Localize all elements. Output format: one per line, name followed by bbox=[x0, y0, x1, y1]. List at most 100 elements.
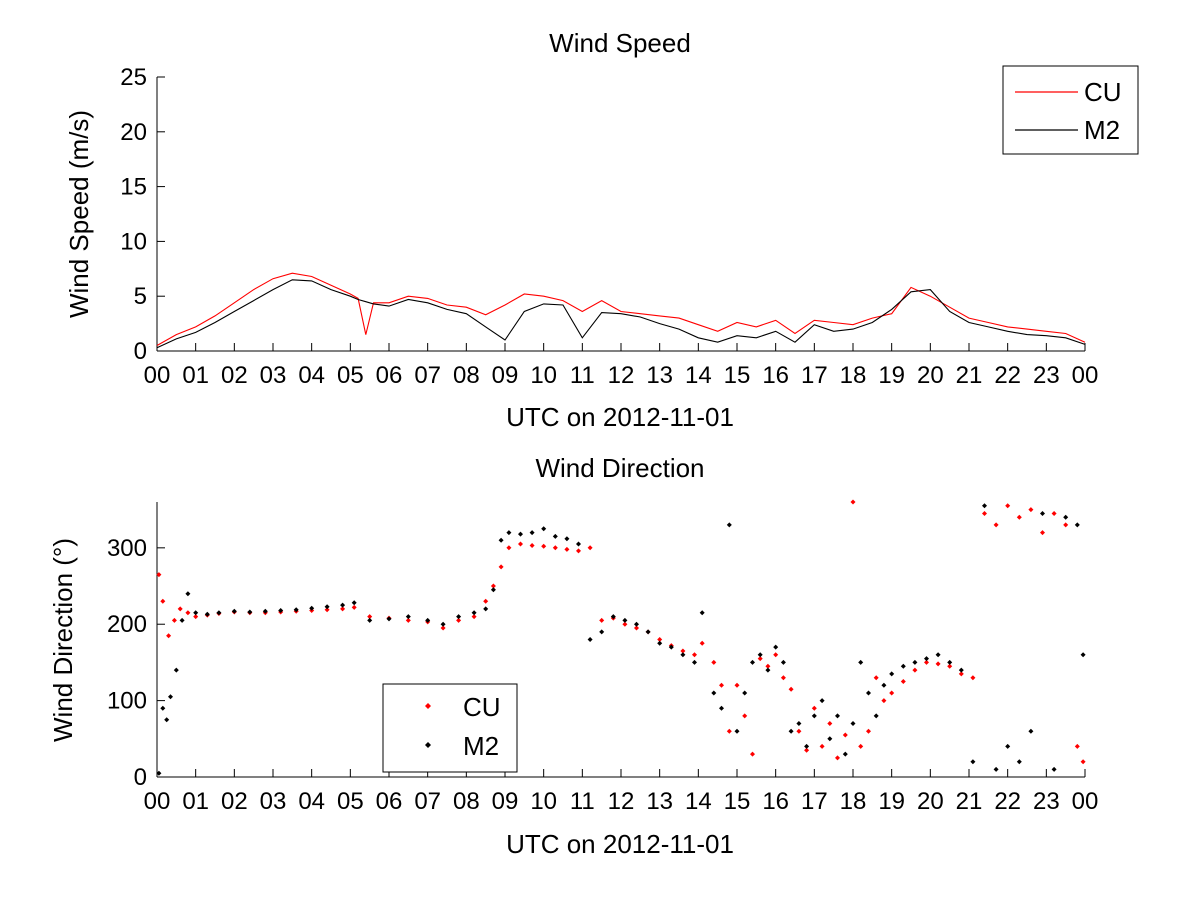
wind-direction-point-m2 bbox=[564, 536, 570, 542]
wind-direction-point-cu bbox=[858, 743, 864, 749]
wind-direction-point-cu bbox=[1040, 530, 1045, 536]
wind-direction-x-tick-label: 08 bbox=[453, 788, 480, 815]
wind-direction-point-m2 bbox=[456, 614, 462, 620]
wind-direction-point-m2 bbox=[765, 667, 771, 673]
wind-direction-x-tick-label: 06 bbox=[376, 788, 403, 815]
wind-direction-x-tick-label: 12 bbox=[608, 788, 635, 815]
wind-speed-x-tick-label: 00 bbox=[144, 362, 171, 389]
wind-direction-point-m2 bbox=[804, 743, 810, 749]
wind-speed-x-tick-label: 21 bbox=[956, 362, 983, 389]
wind-direction-x-tick-label: 02 bbox=[221, 788, 248, 815]
wind-direction-point-cu bbox=[657, 637, 663, 642]
wind-direction-point-m2 bbox=[680, 652, 686, 658]
wind-direction-point-m2 bbox=[742, 690, 748, 696]
wind-speed-x-tick-label: 17 bbox=[801, 362, 828, 389]
wind-direction-point-cu bbox=[842, 732, 848, 738]
wind-speed-legend: CU M2 bbox=[1002, 65, 1139, 155]
wind-direction-title: Wind Direction bbox=[535, 453, 704, 483]
wind-direction-point-cu bbox=[881, 698, 887, 704]
wind-direction-point-cu bbox=[506, 545, 512, 551]
wind-speed-panel: Wind Speed Wind Speed (m/s) UTC on 2012-… bbox=[64, 28, 1139, 432]
wind-direction-x-tick-label: 15 bbox=[724, 788, 751, 815]
wind-direction-x-tick-label: 20 bbox=[917, 788, 944, 815]
wind-direction-point-m2 bbox=[873, 713, 879, 719]
wind-direction-point-cu bbox=[587, 545, 593, 551]
wind-direction-point-m2 bbox=[827, 736, 833, 742]
wind-direction-point-cu bbox=[773, 652, 779, 658]
wind-direction-point-m2 bbox=[160, 705, 166, 711]
wind-direction-legend-marker-cu bbox=[425, 703, 431, 709]
wind-speed-x-tick-label: 23 bbox=[1033, 362, 1060, 389]
wind-speed-x-tick-label: 05 bbox=[337, 362, 364, 389]
wind-direction-legend-box bbox=[382, 683, 518, 773]
wind-direction-point-m2 bbox=[734, 728, 740, 734]
wind-direction-point-m2 bbox=[773, 644, 779, 650]
wind-direction-point-m2 bbox=[1051, 766, 1057, 772]
wind-direction-point-cu bbox=[518, 541, 523, 547]
wind-direction-point-m2 bbox=[900, 663, 906, 669]
wind-direction-point-cu bbox=[819, 743, 825, 749]
wind-direction-point-cu bbox=[726, 728, 732, 734]
wind-direction-point-cu bbox=[757, 656, 763, 662]
wind-speed-x-tick-label: 03 bbox=[260, 362, 287, 389]
wind-direction-point-cu bbox=[680, 648, 686, 654]
wind-direction-point-cu bbox=[177, 606, 183, 612]
wind-direction-point-m2 bbox=[262, 608, 268, 614]
wind-speed-x-tick-label: 00 bbox=[1072, 362, 1099, 389]
wind-direction-point-cu bbox=[734, 682, 740, 688]
wind-direction-point-cu bbox=[599, 617, 605, 623]
wind-direction-y-tick-label: 0 bbox=[134, 764, 147, 791]
wind-direction-point-cu bbox=[912, 667, 918, 673]
wind-direction-point-m2 bbox=[405, 614, 411, 620]
wind-direction-ylabel: Wind Direction (°) bbox=[48, 538, 78, 742]
wind-direction-x-tick-label: 22 bbox=[994, 788, 1021, 815]
wind-direction-point-m2 bbox=[757, 652, 763, 658]
wind-direction-point-cu bbox=[1051, 511, 1057, 516]
wind-direction-point-cu bbox=[552, 545, 558, 551]
wind-direction-point-m2 bbox=[216, 610, 222, 616]
wind-direction-point-cu bbox=[811, 705, 817, 711]
wind-direction-point-m2 bbox=[780, 659, 786, 665]
wind-direction-point-cu bbox=[947, 663, 953, 669]
wind-direction-legend-label-m2: M2 bbox=[463, 731, 499, 761]
wind-direction-point-cu bbox=[889, 690, 895, 696]
wind-direction-point-m2 bbox=[881, 682, 887, 688]
wind-direction-point-m2 bbox=[173, 667, 179, 673]
wind-direction-point-cu bbox=[958, 671, 964, 677]
wind-direction-point-m2 bbox=[970, 759, 976, 765]
wind-speed-legend-label-m2: M2 bbox=[1084, 115, 1120, 145]
wind-direction-point-cu bbox=[993, 522, 999, 528]
wind-direction-x-tick-label: 10 bbox=[530, 788, 557, 815]
wind-direction-point-m2 bbox=[719, 705, 724, 711]
wind-direction-x-tick-label: 01 bbox=[182, 788, 209, 815]
wind-direction-point-m2 bbox=[835, 713, 840, 719]
wind-direction-point-m2 bbox=[156, 770, 162, 776]
wind-speed-ylabel: Wind Speed (m/s) bbox=[64, 110, 94, 318]
wind-direction-point-cu bbox=[490, 583, 496, 589]
wind-direction-point-m2 bbox=[231, 608, 237, 614]
wind-speed-xlabel: UTC on 2012-11-01 bbox=[506, 402, 734, 432]
wind-direction-point-cu bbox=[699, 640, 705, 646]
wind-direction-point-m2 bbox=[518, 531, 523, 537]
wind-direction-point-m2 bbox=[796, 721, 802, 726]
wind-speed-x-tick-label: 18 bbox=[840, 362, 867, 389]
wind-speed-y-tick-label: 20 bbox=[120, 119, 147, 146]
wind-speed-y-tick-label: 15 bbox=[120, 174, 147, 201]
wind-direction-point-cu bbox=[924, 659, 929, 665]
wind-speed-y-tick-label: 25 bbox=[120, 64, 147, 91]
wind-direction-y-tick-label: 300 bbox=[107, 535, 147, 562]
wind-direction-legend-marker-m2 bbox=[425, 742, 431, 748]
wind-direction-point-m2 bbox=[858, 659, 864, 665]
wind-direction-point-m2 bbox=[185, 591, 191, 597]
wind-direction-point-m2 bbox=[164, 717, 170, 723]
wind-speed-x-tick-label: 04 bbox=[298, 362, 325, 389]
wind-direction-point-cu bbox=[866, 728, 871, 734]
wind-speed-legend-label-cu: CU bbox=[1084, 77, 1122, 107]
wind-direction-x-tick-label: 03 bbox=[260, 788, 287, 815]
wind-direction-point-cu bbox=[742, 713, 748, 719]
wind-direction-point-cu bbox=[796, 728, 802, 734]
wind-direction-point-m2 bbox=[386, 616, 392, 622]
wind-direction-point-m2 bbox=[179, 617, 185, 623]
wind-direction-point-cu bbox=[171, 617, 177, 623]
wind-direction-point-m2 bbox=[599, 629, 605, 635]
